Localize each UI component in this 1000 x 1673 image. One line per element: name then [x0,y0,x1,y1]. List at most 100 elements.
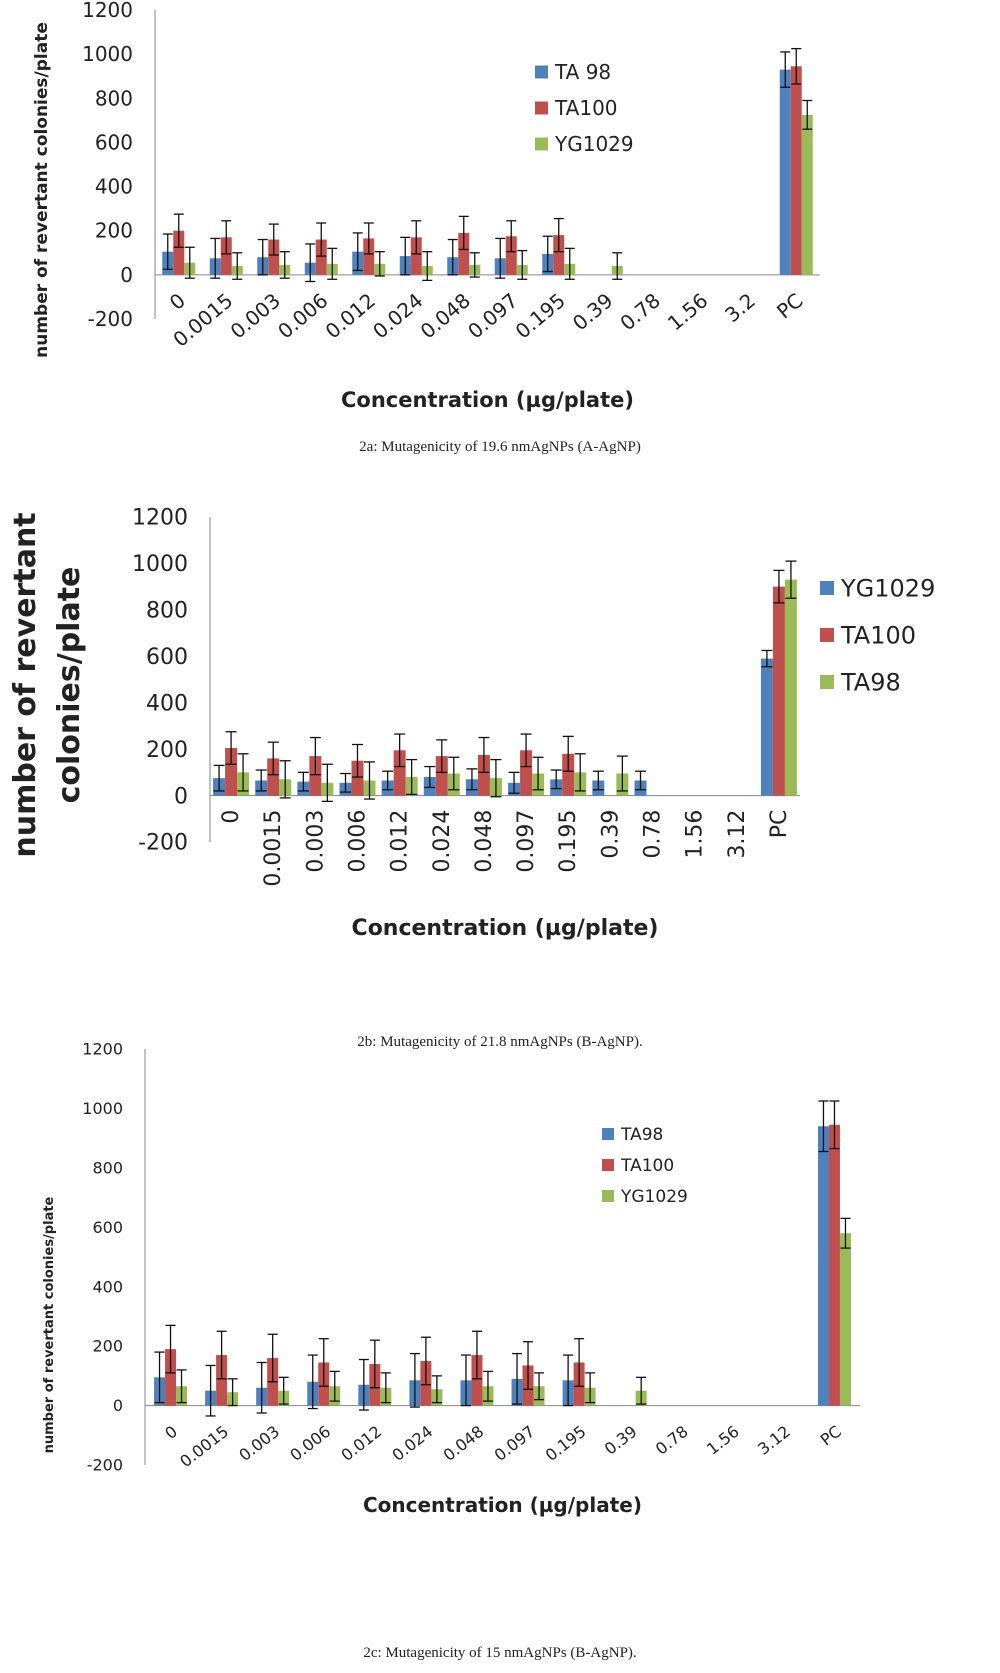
x-tick-label: 0.78 [652,1422,692,1459]
x-tick-label: 0.78 [615,288,665,335]
legend-label: TA100 [554,96,618,120]
x-tick-label: 0 [161,1422,181,1443]
x-tick-label: 0.024 [430,810,455,873]
legend-swatch [535,137,548,151]
bar-ta100 [309,756,322,796]
bar-ta100 [505,236,517,275]
x-tick-label: 0.048 [472,810,497,873]
chart-2a-svg: -20002004006008001000120000.00150.0030.0… [32,0,820,412]
y-tick-label: 200 [146,738,188,763]
bar-ta98 [817,1126,829,1406]
chart-2b: -200 0 200 400 600 800 1000 1200 0 0.0015 0.003 0.0… [0,506,1000,980]
y-tick-label: -200 [138,831,188,856]
x-tick-label: 0.195 [542,1422,590,1465]
bar-ta100 [216,1355,228,1406]
x-tick-label: 3.2 [720,288,760,327]
x-axis-title: Concentration (µg/plate) [341,388,634,412]
y-axis-title: number of revertant [8,512,43,857]
y-tick-label: 400 [92,1277,123,1296]
bar-ta100 [520,750,533,796]
x-tick-label: 0.003 [235,1422,283,1465]
legend-swatch [820,581,834,595]
x-tick-label: 0.39 [598,810,623,859]
bar-ta100 [173,230,185,275]
legend-swatch [535,65,548,79]
bar-ta100 [410,237,422,275]
x-tick-label: 0.048 [440,1422,488,1465]
caption-2a: 2a: Mutagenicity of 19.6 nmAgNPs (A-AgNP… [359,439,641,455]
x-tick-label: 1.56 [703,1422,743,1459]
legend-swatch [602,1128,614,1140]
x-tick-label: 0.097 [491,1422,539,1465]
x-tick-label: 1.56 [683,810,708,859]
x-tick-label: 0.78 [641,810,666,859]
y-tick-label: 800 [95,86,133,110]
x-tick-label: 3.12 [725,810,750,859]
x-tick-label: 0.024 [368,288,427,343]
caption-2b: 2b: Mutagenicity of 21.8 nmAgNPs (B-AgNP… [357,1034,643,1050]
x-tick-label: 1.56 [663,288,713,335]
x-tick-label: 0.39 [568,288,618,335]
legend-swatch [535,101,548,115]
y-tick-label: 1200 [82,1040,123,1059]
bar-ta100 [772,586,785,796]
x-tick-label: PC [817,1422,845,1450]
legend-swatch [602,1190,614,1202]
x-tick-label: PC [767,810,792,839]
legend-label: TA100 [620,1156,674,1176]
x-tick-label: 0.0015 [176,1422,232,1471]
y-tick-label: 800 [92,1158,123,1177]
bar-yg1029 [839,1233,851,1406]
x-tick-label: PC [772,288,807,323]
y-tick-label: 600 [146,645,188,670]
x-tick-label: 0.195 [511,288,570,343]
y-tick-label: -200 [88,307,133,331]
y-tick-label: 200 [95,219,133,243]
y-tick-label: 1200 [132,506,188,531]
bar-yg1029 [760,658,773,796]
x-tick-label: 0.0015 [261,810,286,887]
y-tick-label: 1000 [82,1099,123,1118]
y-tick-label: 400 [95,175,133,199]
x-tick-label: 0.006 [273,288,332,343]
chart-2c: -200 0 200 400 600 800 1000 1200 0 0.0015 0.003 0.0… [0,1040,1000,1650]
y-axis-title: number of revertant colonies/plate [32,22,52,358]
bar-yg1029 [801,114,813,275]
y-tick-label: 400 [146,691,188,716]
y-tick-label: 200 [92,1337,123,1356]
x-tick-label: 0.006 [346,810,371,873]
x-tick-label: 0.048 [416,288,475,343]
bar-ta100 [220,237,232,275]
caption-2c: 2c: Mutagenicity of 15 nmAgNPs (B-AgNP). [363,1645,637,1661]
bar-ta100 [165,1349,177,1406]
bar-ta100 [471,1355,483,1406]
bar-ta100 [268,239,280,275]
y-axis-title: number of revertant colonies/plate [42,1196,57,1453]
x-tick-label: 0.012 [388,810,413,873]
x-tick-label: 0 [165,288,190,315]
legend-swatch [820,675,834,689]
chart-2b-svg: -200 0 200 400 600 800 1000 1200 0 0.0015 0.003 0.0… [8,506,935,941]
legend-label: YG1029 [840,574,935,602]
bar-ta98 [784,579,797,796]
bar-ta100 [477,754,490,796]
bar-ta100 [828,1124,840,1406]
y-tick-label: 0 [113,1396,123,1415]
bar-ta100 [562,753,575,796]
bar-ta100 [225,747,238,796]
bar-ta100 [458,232,470,275]
legend-swatch [820,628,834,642]
bar-ta100 [315,239,327,275]
y-tick-label: 1200 [82,0,133,22]
bar-ta100 [363,238,375,275]
x-tick-label: 3.12 [754,1422,794,1459]
x-axis-title: Concentration (µg/plate) [363,1493,642,1517]
bar-ta98 [779,69,791,275]
legend-label: TA98 [620,1125,663,1145]
y-tick-label: 0 [120,263,133,287]
chart-2a: -200 0 200 400 600 800 1000 1200 0 0.0015 0.003 0.0… [0,0,1000,440]
x-tick-label: 0.003 [226,288,285,343]
y-tick-label: 1000 [132,552,188,577]
legend-label: TA 98 [554,60,611,84]
